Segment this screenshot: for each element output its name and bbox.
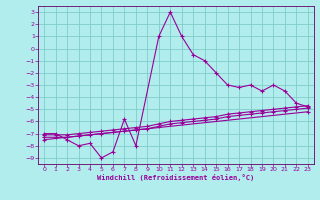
X-axis label: Windchill (Refroidissement éolien,°C): Windchill (Refroidissement éolien,°C) — [97, 174, 255, 181]
